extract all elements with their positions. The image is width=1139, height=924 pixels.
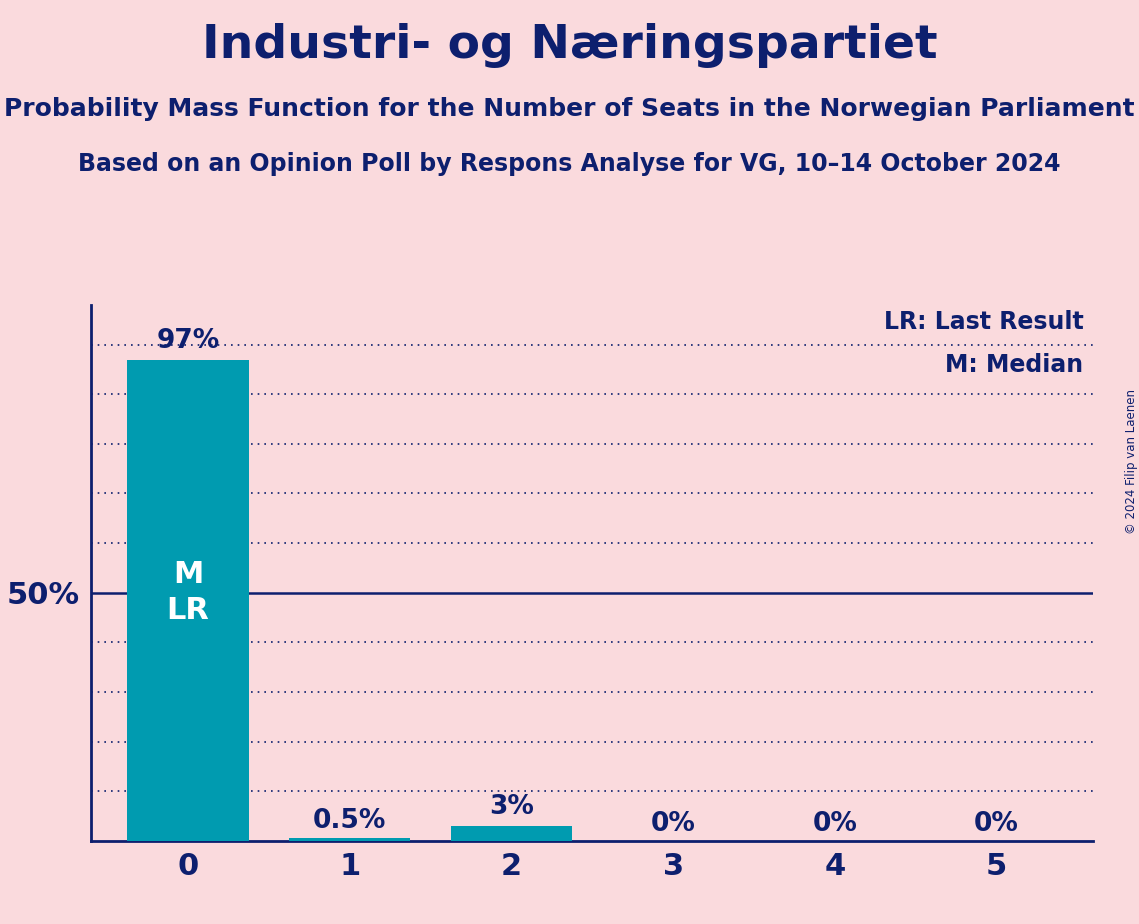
Text: 0.5%: 0.5%: [313, 808, 386, 834]
Text: LR: Last Result: LR: Last Result: [884, 310, 1083, 334]
Text: Industri- og Næringspartiet: Industri- og Næringspartiet: [202, 23, 937, 68]
Text: M
LR: M LR: [166, 560, 210, 626]
Text: 97%: 97%: [156, 327, 220, 354]
Text: M: Median: M: Median: [945, 353, 1083, 377]
Text: 0%: 0%: [812, 811, 858, 837]
Text: 0%: 0%: [650, 811, 696, 837]
Text: 3%: 3%: [489, 794, 534, 820]
Bar: [451, 826, 572, 841]
Text: 0%: 0%: [974, 811, 1019, 837]
Bar: [289, 838, 410, 841]
Text: Probability Mass Function for the Number of Seats in the Norwegian Parliament: Probability Mass Function for the Number…: [5, 97, 1134, 121]
Text: © 2024 Filip van Laenen: © 2024 Filip van Laenen: [1124, 390, 1138, 534]
Bar: [128, 359, 248, 841]
Text: Based on an Opinion Poll by Respons Analyse for VG, 10–14 October 2024: Based on an Opinion Poll by Respons Anal…: [79, 152, 1060, 176]
